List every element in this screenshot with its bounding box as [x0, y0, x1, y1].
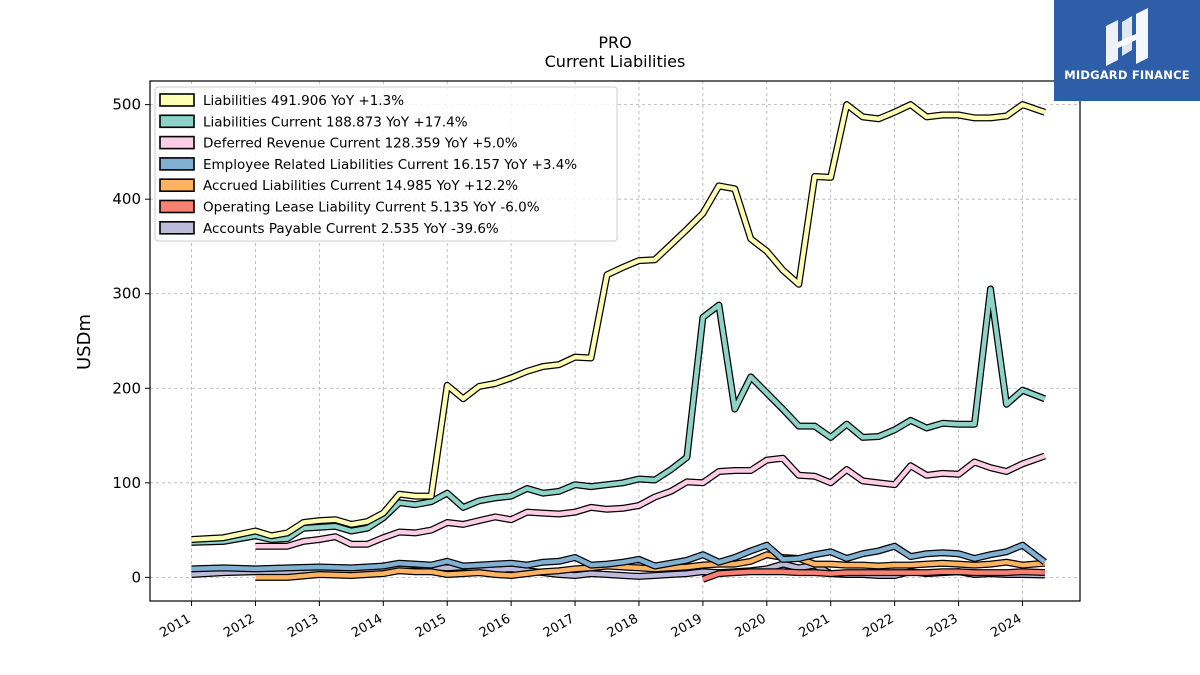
brand-name: MIDGARD FINANCE [1064, 68, 1190, 82]
legend-swatch [159, 199, 195, 214]
series-line [191, 542, 1047, 572]
chart-subtitle: Current Liabilities [545, 52, 686, 71]
legend-swatch [159, 93, 195, 107]
series-5 [701, 568, 1045, 583]
series-2 [255, 452, 1046, 550]
series-0 [191, 101, 1046, 543]
legend-label: Liabilities 491.906 YoY +1.3% [203, 93, 404, 109]
legend-label: Operating Lease Liability Current 5.135 … [203, 200, 540, 216]
legend: Liabilities 491.906 YoY +1.3% Liabilities… [154, 86, 618, 242]
y-tick-label: 400 [112, 190, 141, 208]
series-lines [191, 101, 1047, 583]
y-axis-label: USDm [74, 314, 95, 370]
legend-label: Employee Related Liabilities Current 16.… [203, 157, 577, 173]
plot-frame [149, 80, 1081, 602]
legend-label: Deferred Revenue Current 128.359 YoY +5.… [203, 136, 518, 152]
legend-swatch [159, 114, 195, 129]
chart-title: PRO [598, 33, 631, 52]
series-line [191, 286, 1046, 545]
series-line [702, 569, 1045, 582]
series-line [255, 453, 1046, 549]
y-tick-label: 300 [112, 285, 141, 303]
y-tick-label: 500 [112, 96, 141, 114]
y-tick-label: 100 [112, 474, 141, 492]
legend-swatch [159, 135, 195, 150]
legend-swatch [159, 221, 195, 235]
series-line [191, 102, 1046, 542]
legend-swatch [159, 157, 195, 171]
legend-box [154, 86, 618, 242]
legend-label: Accrued Liabilities Current 14.985 YoY +… [203, 178, 518, 194]
legend-label: Accounts Payable Current 2.535 YoY -39.6… [203, 221, 499, 237]
y-tick-label: 200 [112, 379, 141, 397]
series-3 [191, 541, 1047, 573]
legend-swatch [159, 178, 195, 192]
series-line [255, 552, 1045, 580]
y-tick-label: 0 [131, 568, 141, 586]
legend-label: Liabilities Current 188.873 YoY +17.4% [203, 114, 468, 130]
series-4 [255, 551, 1046, 581]
midgard-logo-icon [1106, 8, 1148, 66]
brand-logo: MIDGARD FINANCE [1054, 0, 1200, 101]
series-1 [191, 285, 1047, 546]
